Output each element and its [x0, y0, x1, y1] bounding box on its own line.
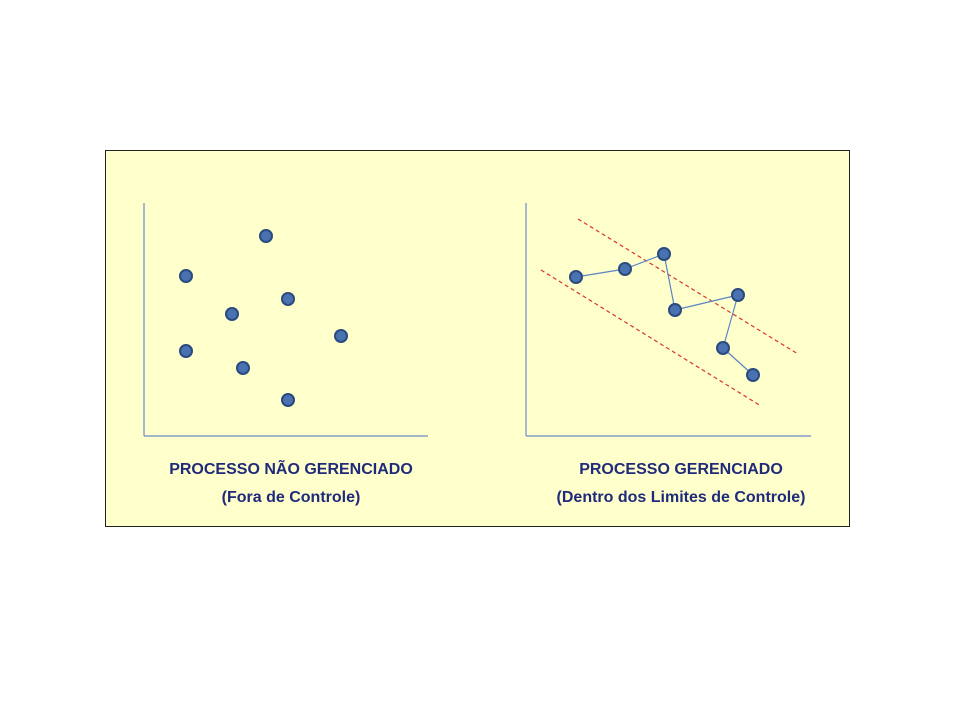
process-point	[746, 368, 760, 382]
scatter-point	[281, 393, 295, 407]
scatter-point	[225, 307, 239, 321]
left-caption: PROCESSO NÃO GERENCIADO (Fora de Control…	[141, 456, 441, 512]
left-points	[179, 229, 348, 407]
process-point	[731, 288, 745, 302]
right-caption: PROCESSO GERENCIADO (Dentro dos Limites …	[526, 456, 836, 512]
scatter-point	[334, 329, 348, 343]
left-scatter-plot	[143, 203, 428, 437]
left-caption-subtitle: (Fora de Controle)	[221, 489, 361, 506]
right-control-plot	[525, 203, 811, 437]
process-point	[716, 341, 730, 355]
left-caption-title: PROCESSO NÃO GERENCIADO	[169, 461, 413, 478]
process-point	[569, 270, 583, 284]
upper-control-limit-line	[577, 218, 799, 355]
right-caption-subtitle: (Dentro dos Limites de Controle)	[556, 489, 806, 506]
diagram-canvas	[143, 203, 811, 437]
process-point	[668, 303, 682, 317]
scatter-point	[179, 344, 193, 358]
scatter-point	[236, 361, 250, 375]
scatter-point	[179, 269, 193, 283]
scatter-point	[281, 292, 295, 306]
right-caption-title: PROCESSO GERENCIADO	[579, 461, 783, 478]
lower-control-limit-line	[540, 269, 762, 407]
scatter-point	[259, 229, 273, 243]
process-point	[657, 247, 671, 261]
right-points	[569, 247, 760, 382]
diagram-panel: PROCESSO NÃO GERENCIADO (Fora de Control…	[105, 150, 850, 527]
process-point	[618, 262, 632, 276]
